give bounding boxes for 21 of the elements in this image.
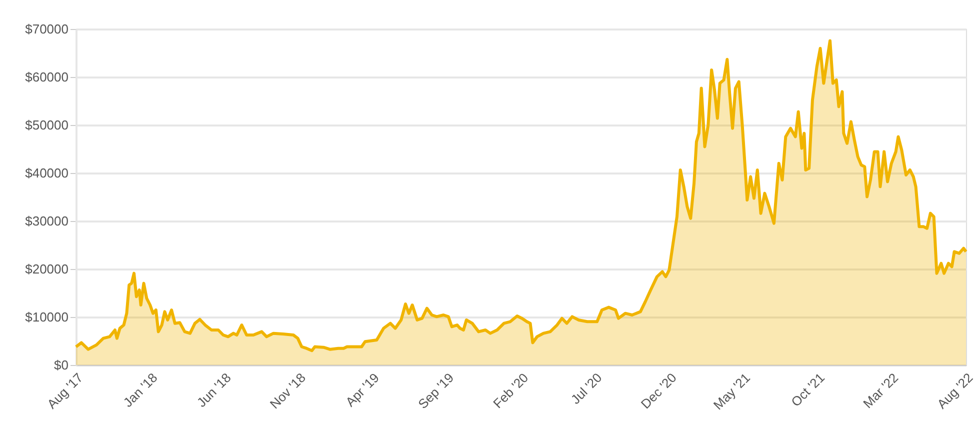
- x-tick-label: May '21: [710, 370, 753, 413]
- x-tick-label: Jun '18: [194, 370, 234, 410]
- y-tick-label: $70000: [25, 22, 68, 36]
- y-tick-label: $50000: [25, 118, 68, 132]
- x-tick-label: Jan '18: [120, 370, 160, 410]
- x-tick-label: Oct '21: [788, 370, 828, 410]
- y-tick-label: $20000: [25, 262, 68, 276]
- x-tick-label: Dec '20: [638, 370, 680, 412]
- y-tick-label: $60000: [25, 70, 68, 84]
- x-tick-label: Nov '18: [266, 370, 308, 412]
- x-tick-label: Mar '22: [860, 370, 902, 412]
- y-tick-label: $0: [54, 358, 68, 372]
- x-tick-label: Sep '19: [415, 370, 457, 412]
- x-tick-label: Jul '20: [568, 370, 605, 407]
- y-tick-label: $30000: [25, 214, 68, 228]
- y-tick-label: $40000: [25, 166, 68, 180]
- y-tick-label: $10000: [25, 310, 68, 324]
- x-tick-label: Apr '19: [342, 370, 382, 410]
- x-tick-label: Feb '20: [490, 370, 532, 412]
- x-tick-label: Aug '22: [934, 370, 976, 412]
- x-tick-label: Aug '17: [44, 370, 86, 412]
